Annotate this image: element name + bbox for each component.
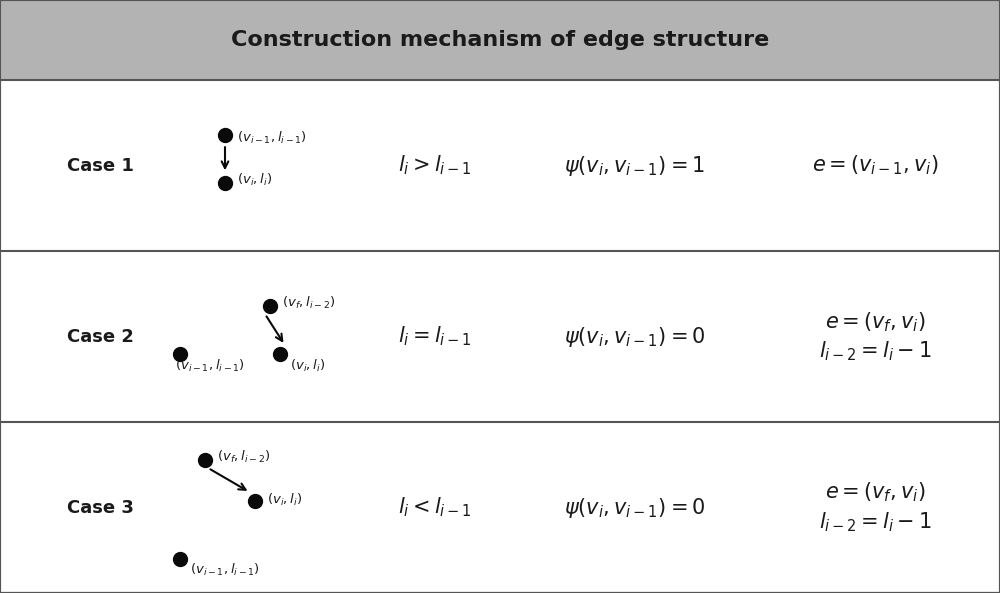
Text: $(v_{i-1},l_{i-1})$: $(v_{i-1},l_{i-1})$ bbox=[175, 358, 245, 374]
Text: Case 3: Case 3 bbox=[67, 499, 133, 517]
Point bbox=[172, 554, 188, 563]
Bar bbox=[0, 0, 1000, 80]
Text: Case 1: Case 1 bbox=[67, 157, 133, 174]
Text: $e=(v_f,v_i)$: $e=(v_f,v_i)$ bbox=[825, 310, 925, 333]
Text: $\psi(v_i,v_{i-1})=0$: $\psi(v_i,v_{i-1})=0$ bbox=[564, 496, 706, 519]
Text: $\psi(v_i,v_{i-1})=1$: $\psi(v_i,v_{i-1})=1$ bbox=[564, 154, 706, 177]
Text: $(v_i,l_i)$: $(v_i,l_i)$ bbox=[237, 171, 272, 188]
Point bbox=[262, 301, 278, 311]
Text: $e=(v_{i-1},v_i)$: $e=(v_{i-1},v_i)$ bbox=[812, 154, 938, 177]
Text: $(v_i,l_i)$: $(v_i,l_i)$ bbox=[290, 358, 325, 374]
Text: Construction mechanism of edge structure: Construction mechanism of edge structure bbox=[231, 30, 769, 50]
Point bbox=[272, 349, 288, 358]
Point bbox=[217, 130, 233, 139]
Point bbox=[197, 455, 213, 464]
Text: $(v_{i-1},l_{i-1})$: $(v_{i-1},l_{i-1})$ bbox=[237, 130, 307, 146]
Text: $l_i<l_{i-1}$: $l_i<l_{i-1}$ bbox=[398, 496, 472, 519]
Text: $\psi(v_i,v_{i-1})=0$: $\psi(v_i,v_{i-1})=0$ bbox=[564, 324, 706, 349]
Text: Case 2: Case 2 bbox=[67, 327, 133, 346]
Text: $(v_i,l_i)$: $(v_i,l_i)$ bbox=[267, 492, 302, 508]
Text: $(v_{i-1},l_{i-1})$: $(v_{i-1},l_{i-1})$ bbox=[190, 562, 260, 578]
Point bbox=[217, 178, 233, 187]
Text: $e=(v_f,v_i)$: $e=(v_f,v_i)$ bbox=[825, 481, 925, 505]
Text: $(v_f,l_{i-2})$: $(v_f,l_{i-2})$ bbox=[282, 295, 335, 311]
Text: $l_i=l_{i-1}$: $l_i=l_{i-1}$ bbox=[398, 325, 472, 348]
Text: $(v_f,l_{i-2})$: $(v_f,l_{i-2})$ bbox=[217, 449, 270, 466]
Text: $l_i>l_{i-1}$: $l_i>l_{i-1}$ bbox=[398, 154, 472, 177]
Text: $l_{i-2}=l_i-1$: $l_{i-2}=l_i-1$ bbox=[819, 511, 931, 534]
Point bbox=[172, 349, 188, 358]
Text: $l_{i-2}=l_i-1$: $l_{i-2}=l_i-1$ bbox=[819, 340, 931, 363]
Point bbox=[247, 496, 263, 505]
